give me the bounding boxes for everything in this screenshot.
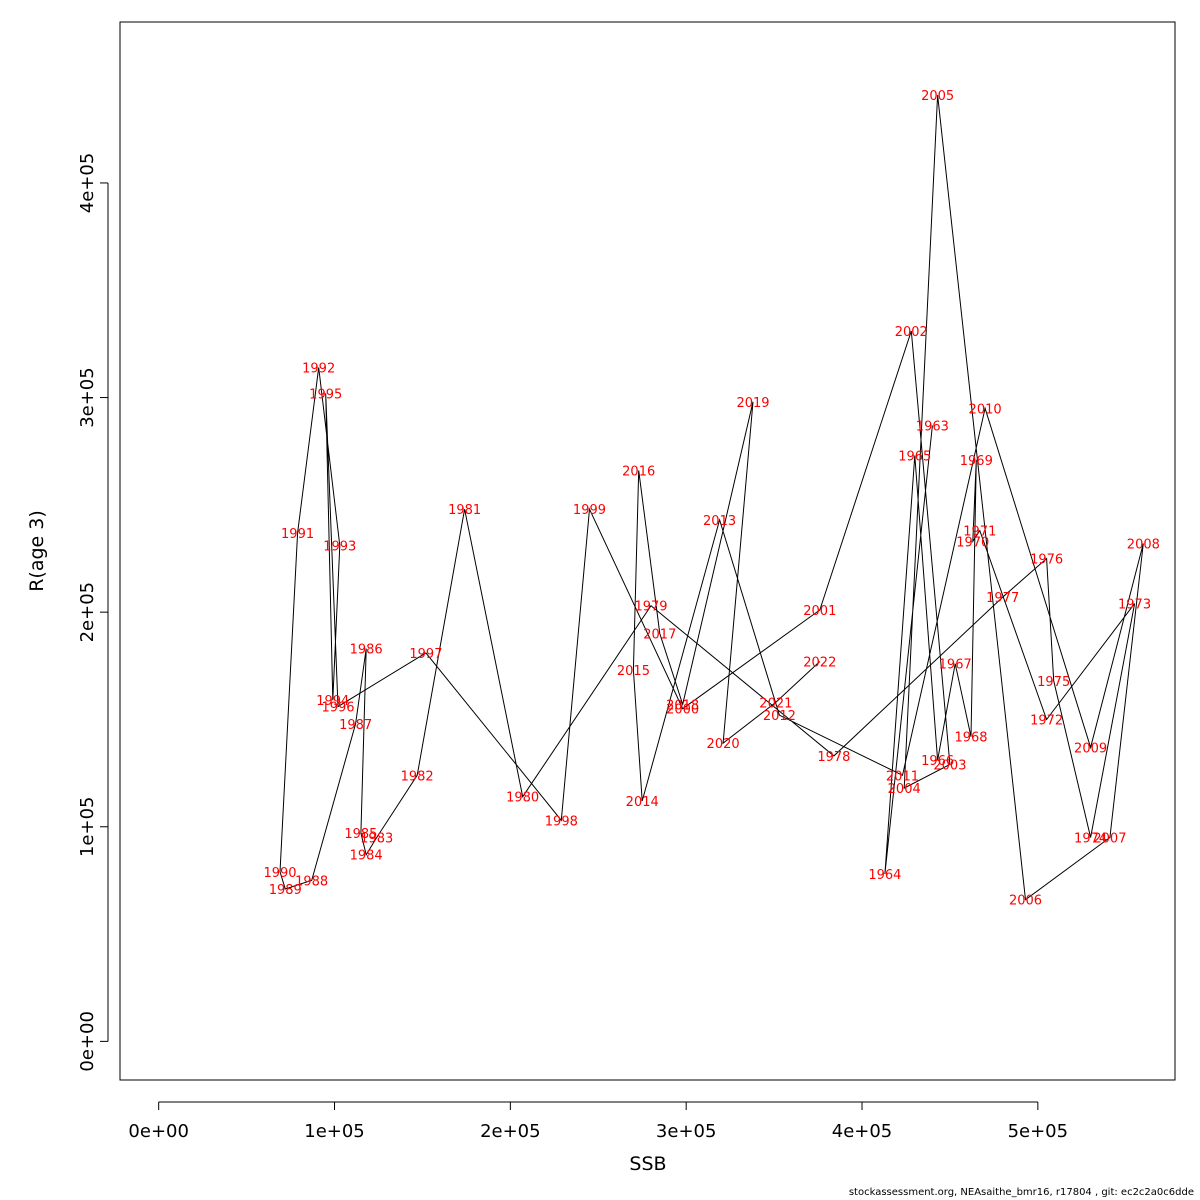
year-label-2012: 2012 bbox=[763, 709, 796, 724]
year-label-2013: 2013 bbox=[703, 514, 736, 529]
year-label-2003: 2003 bbox=[933, 759, 966, 774]
year-label-1972: 1972 bbox=[1030, 713, 1063, 728]
x-tick-label: 5e+05 bbox=[1008, 1121, 1069, 1142]
year-label-1977: 1977 bbox=[986, 591, 1019, 606]
year-label-1970: 1970 bbox=[956, 535, 989, 550]
year-label-1967: 1967 bbox=[939, 658, 972, 673]
year-label-2004: 2004 bbox=[888, 782, 921, 797]
year-label-1987: 1987 bbox=[339, 718, 372, 733]
footer-note: stockassessment.org, NEAsaithe_bmr16, r1… bbox=[848, 1187, 1194, 1198]
year-label-1964: 1964 bbox=[868, 868, 901, 883]
year-label-1978: 1978 bbox=[817, 750, 850, 765]
x-tick-label: 0e+00 bbox=[128, 1121, 189, 1142]
y-tick-label: 4e+05 bbox=[77, 153, 98, 214]
year-label-2018: 2018 bbox=[666, 698, 699, 713]
year-label-2010: 2010 bbox=[969, 402, 1002, 417]
plot-frame bbox=[119, 21, 1176, 1081]
year-label-2015: 2015 bbox=[617, 664, 650, 679]
year-label-2016: 2016 bbox=[622, 465, 655, 480]
year-label-1968: 1968 bbox=[954, 731, 987, 746]
year-label-1988: 1988 bbox=[295, 874, 328, 889]
x-axis-title: SSB bbox=[629, 1153, 666, 1175]
year-label-1986: 1986 bbox=[350, 643, 383, 658]
year-label-1992: 1992 bbox=[302, 362, 335, 377]
sr-series-line bbox=[279, 94, 1144, 901]
year-label-1991: 1991 bbox=[281, 527, 314, 542]
x-tick-label: 3e+05 bbox=[656, 1121, 717, 1142]
year-label-2022: 2022 bbox=[803, 656, 836, 671]
y-tick-label: 1e+05 bbox=[77, 797, 98, 858]
year-label-1980: 1980 bbox=[506, 791, 539, 806]
year-label-2001: 2001 bbox=[803, 604, 836, 619]
year-label-1976: 1976 bbox=[1030, 553, 1063, 568]
year-label-1993: 1993 bbox=[323, 540, 356, 555]
y-axis: 0e+00 1e+05 2e+05 3e+05 4e+05 bbox=[77, 153, 109, 1072]
y-tick-label: 2e+05 bbox=[77, 582, 98, 643]
y-tick-label: 0e+00 bbox=[77, 1011, 98, 1072]
year-label-2008: 2008 bbox=[1127, 537, 1160, 552]
year-label-1989: 1989 bbox=[269, 883, 302, 898]
year-label-1982: 1982 bbox=[401, 769, 434, 784]
year-label-1984: 1984 bbox=[350, 849, 383, 864]
year-label-2007: 2007 bbox=[1093, 831, 1126, 846]
year-label-2011: 2011 bbox=[886, 769, 919, 784]
year-label-1971: 1971 bbox=[963, 525, 996, 540]
y-axis-title: R(age 3) bbox=[26, 510, 48, 592]
year-label-2021: 2021 bbox=[759, 696, 792, 711]
x-axis: 0e+00 1e+05 2e+05 3e+05 4e+05 5e+05 bbox=[128, 1101, 1069, 1142]
year-label-1999: 1999 bbox=[573, 503, 606, 518]
year-label-2006: 2006 bbox=[1009, 894, 1042, 909]
year-label-1973: 1973 bbox=[1118, 598, 1151, 613]
x-tick-label: 2e+05 bbox=[480, 1121, 541, 1142]
year-label-1969: 1969 bbox=[960, 454, 993, 469]
year-label-2009: 2009 bbox=[1074, 741, 1107, 756]
year-label-2002: 2002 bbox=[895, 325, 928, 340]
year-label-1965: 1965 bbox=[898, 450, 931, 465]
year-label-1985: 1985 bbox=[344, 827, 377, 842]
x-tick-label: 1e+05 bbox=[304, 1121, 365, 1142]
year-label-1996: 1996 bbox=[321, 701, 354, 716]
year-label-1983: 1983 bbox=[360, 831, 393, 846]
year-label-1974: 1974 bbox=[1074, 831, 1107, 846]
year-label-1998: 1998 bbox=[545, 814, 578, 829]
x-tick-label: 4e+05 bbox=[832, 1121, 893, 1142]
year-label-2000: 2000 bbox=[666, 703, 699, 718]
y-tick-label: 3e+05 bbox=[77, 367, 98, 428]
year-label-1995: 1995 bbox=[309, 387, 342, 402]
year-label-1979: 1979 bbox=[634, 600, 667, 615]
year-label-2014: 2014 bbox=[626, 795, 659, 810]
year-label-1990: 1990 bbox=[263, 866, 296, 881]
year-label-1966: 1966 bbox=[921, 754, 954, 769]
year-label-1975: 1975 bbox=[1037, 675, 1070, 690]
year-label-1963: 1963 bbox=[916, 419, 949, 434]
year-label-1981: 1981 bbox=[448, 503, 481, 518]
year-label-2005: 2005 bbox=[921, 89, 954, 104]
year-label-2017: 2017 bbox=[643, 628, 676, 643]
year-label-1994: 1994 bbox=[316, 694, 349, 709]
year-label-1997: 1997 bbox=[409, 647, 442, 662]
year-label-2019: 2019 bbox=[736, 396, 769, 411]
year-label-2020: 2020 bbox=[707, 737, 740, 752]
